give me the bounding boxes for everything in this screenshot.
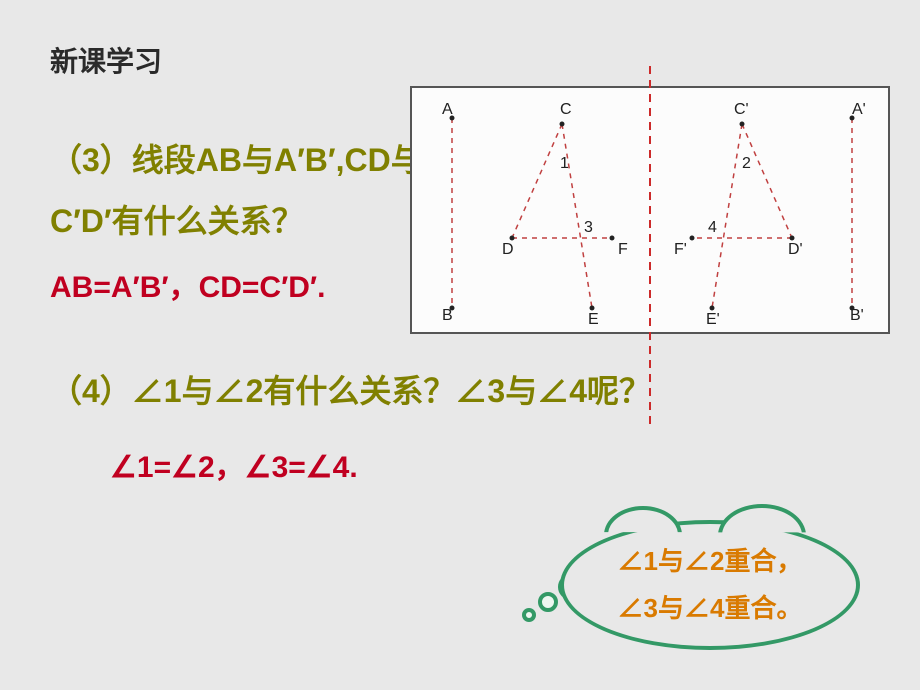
svg-text:C: C: [560, 101, 572, 118]
svg-text:D: D: [502, 241, 514, 258]
svg-text:D': D': [788, 241, 803, 258]
svg-text:E': E': [706, 311, 720, 328]
cloud-line-1: ∠1与∠2重合，: [618, 538, 803, 585]
svg-text:B: B: [442, 307, 453, 324]
section-title: 新课学习: [50, 40, 870, 80]
slide: 新课学习 （3）线段AB与A′B′,CD与C′D′有什么关系？ AB=A′B′，…: [0, 0, 920, 690]
svg-text:C': C': [734, 101, 749, 118]
svg-text:3: 3: [584, 219, 593, 236]
svg-text:2: 2: [742, 155, 751, 172]
cloud-line-2: ∠3与∠4重合。: [618, 585, 803, 632]
geometry-diagram: 1 2 3 4 A B C D E F A' B' C' D' E' F': [410, 86, 890, 334]
svg-text:A: A: [442, 101, 453, 118]
question-4: （4）∠1与∠2有什么关系？∠3与∠4呢？: [50, 366, 870, 412]
svg-text:A': A': [852, 101, 866, 118]
diagram-svg: 1 2 3 4 A B C D E F A' B' C' D' E' F': [412, 88, 892, 336]
svg-text:F': F': [674, 241, 687, 258]
thought-cloud: ∠1与∠2重合， ∠3与∠4重合。: [520, 510, 860, 650]
question-3: （3）线段AB与A′B′,CD与C′D′有什么关系？: [50, 130, 450, 252]
cloud-body: ∠1与∠2重合， ∠3与∠4重合。: [560, 520, 860, 650]
svg-text:E: E: [588, 311, 599, 328]
svg-text:B': B': [850, 307, 864, 324]
answer-4: ∠1=∠2，∠3=∠4.: [110, 442, 870, 486]
svg-text:1: 1: [560, 155, 569, 172]
svg-text:F: F: [618, 241, 628, 258]
svg-text:4: 4: [708, 219, 717, 236]
